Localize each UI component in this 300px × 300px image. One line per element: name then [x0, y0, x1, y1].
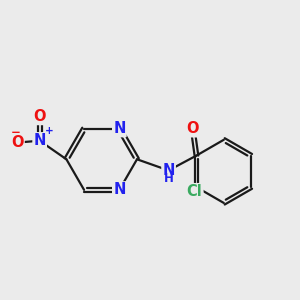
Text: H: H	[164, 172, 173, 185]
Text: +: +	[44, 126, 53, 136]
Text: O: O	[11, 135, 24, 150]
Text: −: −	[11, 126, 21, 139]
Text: O: O	[187, 121, 199, 136]
Text: N: N	[162, 163, 175, 178]
Text: N: N	[34, 133, 46, 148]
Text: N: N	[113, 121, 125, 136]
Text: Cl: Cl	[187, 184, 202, 199]
Text: N: N	[113, 182, 125, 197]
Text: O: O	[33, 109, 46, 124]
